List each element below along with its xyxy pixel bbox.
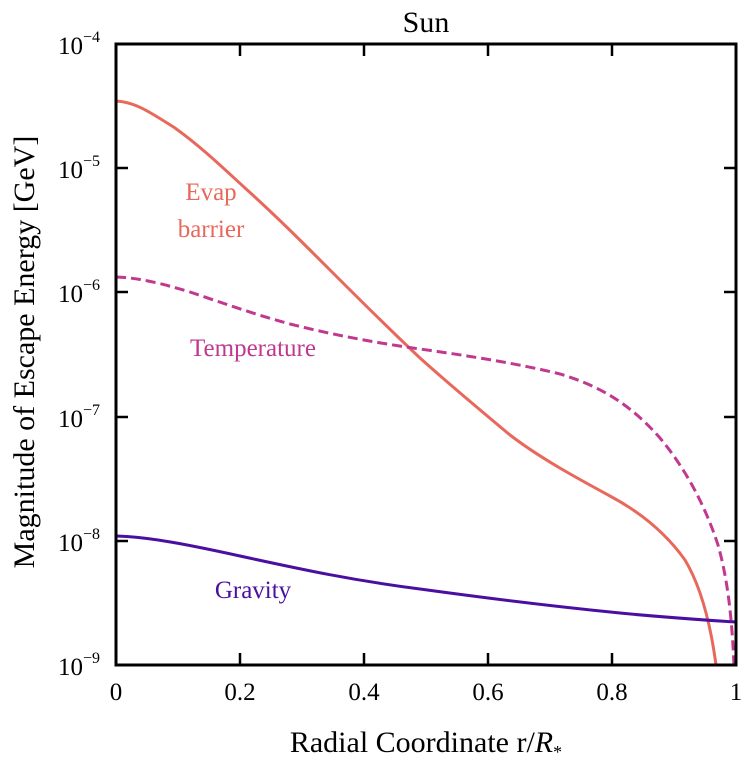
y-tick-label: 10−7 [58, 402, 100, 433]
y-axis-label: Magnitude of Escape Energy [GeV] [8, 136, 41, 569]
x-ticks [238, 44, 614, 665]
series-evap-barrier [115, 99, 718, 666]
annotation-gravity: Gravity [215, 577, 292, 604]
x-tick-label: 1 [730, 679, 743, 706]
x-tick-label: 0.4 [348, 679, 380, 706]
x-tick-label: 0.2 [224, 679, 255, 706]
annotation-evap: Evap [185, 179, 236, 206]
plot-area [115, 99, 737, 666]
y-tick-label: 10−8 [58, 526, 100, 557]
y-tick-label: 10−4 [58, 29, 100, 60]
series-gravity [115, 534, 737, 624]
annotation-barrier: barrier [178, 216, 245, 243]
annotation-temperature: Temperature [190, 335, 316, 362]
x-axis-label: Radial Coordinate r/R* [290, 726, 562, 762]
series-temperature [115, 275, 736, 666]
y-tick-labels: 10−4 10−5 10−6 10−7 10−8 10−9 [58, 29, 100, 681]
x-tick-label: 0.6 [472, 679, 503, 706]
y-tick-label: 10−6 [58, 277, 100, 308]
y-ticks [116, 166, 736, 543]
y-tick-label: 10−5 [58, 153, 100, 184]
x-tick-label: 0.8 [596, 679, 627, 706]
x-tick-labels: 0 0.2 0.4 0.6 0.8 1 [110, 679, 743, 706]
x-tick-label: 0 [110, 679, 123, 706]
chart-title: Sun [403, 6, 450, 39]
y-tick-label: 10−9 [58, 650, 100, 681]
axes-frame [114, 42, 738, 667]
